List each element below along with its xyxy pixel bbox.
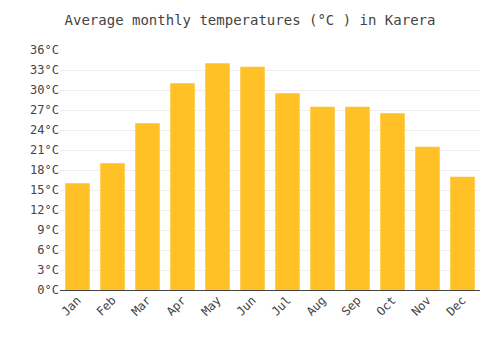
svg-text:May: May [199, 293, 224, 318]
svg-text:0°C: 0°C [37, 283, 59, 297]
svg-text:Jul: Jul [269, 293, 294, 318]
svg-text:Nov: Nov [409, 293, 434, 318]
svg-text:18°C: 18°C [30, 163, 59, 177]
svg-text:21°C: 21°C [30, 143, 59, 157]
svg-text:24°C: 24°C [30, 123, 59, 137]
svg-text:33°C: 33°C [30, 63, 59, 77]
svg-text:Aug: Aug [304, 293, 329, 318]
svg-text:6°C: 6°C [37, 243, 59, 257]
svg-text:12°C: 12°C [30, 203, 59, 217]
svg-text:Mar: Mar [129, 293, 154, 318]
svg-text:27°C: 27°C [30, 103, 59, 117]
svg-text:Apr: Apr [164, 293, 189, 318]
svg-text:Jan: Jan [59, 293, 84, 318]
svg-text:Jun: Jun [234, 293, 259, 318]
svg-text:Dec: Dec [444, 293, 469, 318]
svg-text:9°C: 9°C [37, 223, 59, 237]
svg-text:15°C: 15°C [30, 183, 59, 197]
svg-text:30°C: 30°C [30, 83, 59, 97]
svg-text:3°C: 3°C [37, 263, 59, 277]
svg-text:Oct: Oct [374, 293, 399, 318]
svg-text:Sep: Sep [339, 293, 364, 318]
svg-text:Feb: Feb [94, 293, 119, 318]
svg-text:36°C: 36°C [30, 43, 59, 57]
svg-text:Average monthly temperatures (: Average monthly temperatures (°C ) in Ka… [65, 12, 436, 28]
